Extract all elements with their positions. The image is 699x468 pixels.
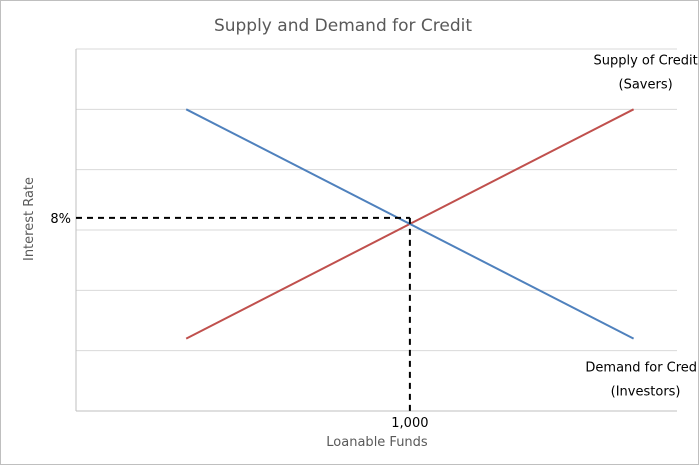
axes bbox=[75, 49, 677, 412]
series-group bbox=[185, 108, 635, 340]
series-labels: Supply of Credit (Savers) Demand for Credi… bbox=[585, 53, 699, 400]
equilibrium-guides bbox=[76, 216, 411, 411]
chart-title: Supply and Demand for Credit bbox=[214, 16, 472, 36]
demand-label: (Investors) bbox=[611, 385, 681, 400]
y-tick-label: 8% bbox=[50, 212, 71, 227]
x-axis-label: Loanable Funds bbox=[326, 435, 428, 450]
y-axis-label: Interest Rate bbox=[22, 177, 37, 261]
supply-label: (Savers) bbox=[619, 77, 673, 92]
grid-lines bbox=[76, 48, 677, 412]
x-tick-label: 1,000 bbox=[391, 416, 428, 431]
demand-label: Demand for Credit bbox=[585, 361, 698, 376]
tick-labels: 8% 1,000 bbox=[50, 212, 428, 431]
supply-label: Supply of Credit bbox=[593, 53, 697, 68]
demand-line bbox=[185, 108, 635, 340]
